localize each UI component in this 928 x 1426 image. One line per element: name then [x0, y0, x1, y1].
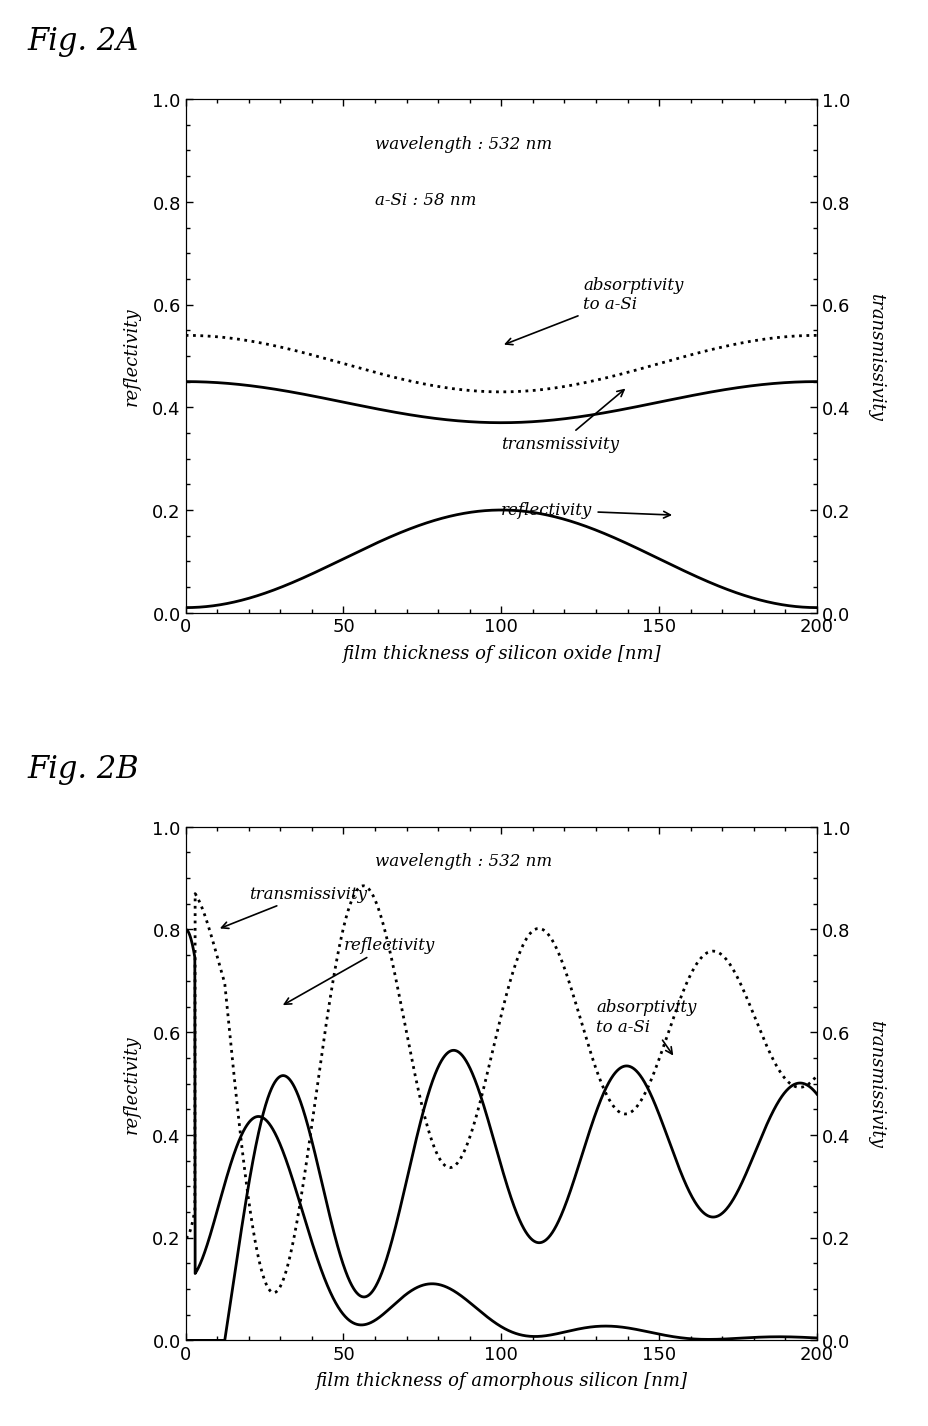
- Text: reflectivity: reflectivity: [284, 937, 434, 1004]
- Y-axis label: reflectivity: reflectivity: [123, 1034, 141, 1134]
- X-axis label: film thickness of silicon oxide [nm]: film thickness of silicon oxide [nm]: [342, 645, 661, 662]
- Text: wavelength : 532 nm: wavelength : 532 nm: [375, 853, 552, 870]
- Text: Fig. 2B: Fig. 2B: [28, 753, 139, 784]
- Text: Fig. 2A: Fig. 2A: [28, 26, 139, 57]
- Text: wavelength : 532 nm: wavelength : 532 nm: [375, 135, 552, 153]
- X-axis label: film thickness of amorphous silicon [nm]: film thickness of amorphous silicon [nm]: [316, 1372, 687, 1389]
- Y-axis label: transmissivity: transmissivity: [867, 292, 884, 421]
- Y-axis label: reflectivity: reflectivity: [123, 307, 141, 406]
- Text: absorptivity
to a-Si: absorptivity to a-Si: [596, 998, 696, 1054]
- Text: a-Si : 58 nm: a-Si : 58 nm: [375, 193, 476, 210]
- Text: transmissivity: transmissivity: [222, 886, 367, 928]
- Text: absorptivity
to a-Si: absorptivity to a-Si: [506, 277, 684, 345]
- Y-axis label: transmissivity: transmissivity: [867, 1020, 884, 1148]
- Text: reflectivity: reflectivity: [501, 502, 670, 519]
- Text: transmissivity: transmissivity: [501, 391, 624, 452]
